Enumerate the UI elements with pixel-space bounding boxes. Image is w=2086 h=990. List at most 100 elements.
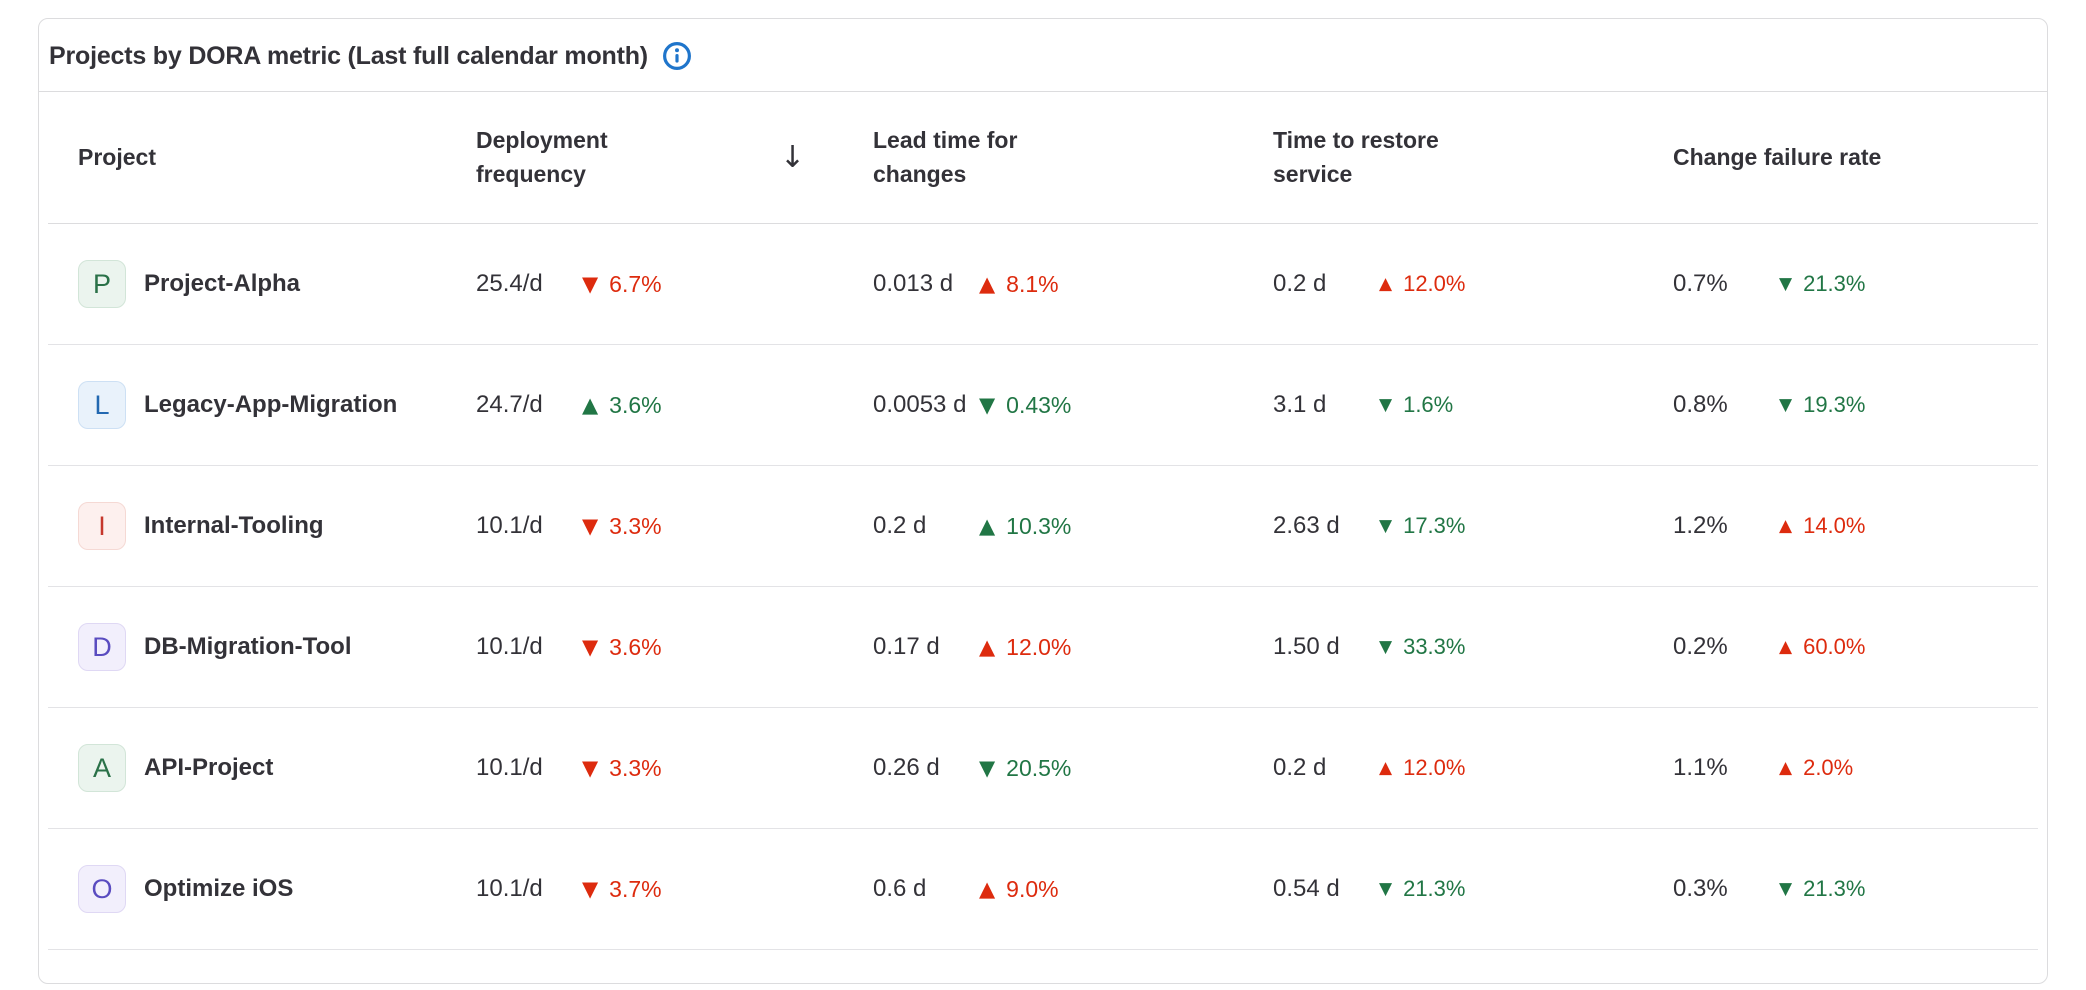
trend-up-icon: ▲ <box>979 271 996 296</box>
column-header-inner: Deployment frequency ↓ <box>476 124 871 191</box>
metric-value: 24.7/d <box>476 391 543 419</box>
metric-delta: ▼ 33.3% <box>1379 634 1465 660</box>
trend-up-icon: ▲ <box>979 634 996 659</box>
metric-value: 10.1/d <box>476 875 543 903</box>
delta-percent: 17.3% <box>1403 513 1466 539</box>
metric-value: 1.50 d <box>1273 633 1340 661</box>
project-name-link[interactable]: API-Project <box>144 754 274 781</box>
metric-delta: ▲ 10.3% <box>979 513 1071 540</box>
column-label: Project <box>78 143 156 170</box>
delta-percent: 21.3% <box>1803 876 1866 902</box>
column-label: Change failure rate <box>1673 143 1882 170</box>
project-row: D DB-Migration-Tool 10.1/d ▼ 3.6% 0.17 d ▲ 12.0… <box>48 586 2038 708</box>
metric-cell: 0.17 d ▲ 12.0% <box>872 586 1272 708</box>
metric-value: 1.2% <box>1673 512 1728 540</box>
project-name-link[interactable]: DB-Migration-Tool <box>144 633 352 660</box>
project-avatar: D <box>78 623 126 671</box>
metric-cell: 25.4/d ▼ 6.7% <box>475 223 872 345</box>
trend-down-icon: ▼ <box>582 271 599 296</box>
project-cell: L Legacy-App-Migration <box>48 344 475 466</box>
column-header-change-failure-rate[interactable]: Change failure rate <box>1672 92 2038 224</box>
trend-up-icon: ▲ <box>979 513 996 538</box>
column-header-inner: Time to restore service <box>1273 124 1671 191</box>
table-wrap: Project Deployment frequency ↓ Lead time for… <box>39 92 2047 950</box>
project-name-link[interactable]: Project-Alpha <box>144 270 301 297</box>
delta-percent: 19.3% <box>1803 392 1866 418</box>
column-label: Time to restore service <box>1273 127 1439 187</box>
trend-up-icon: ▲ <box>582 392 599 417</box>
delta-percent: 3.7% <box>609 875 662 902</box>
metric-value: 0.17 d <box>873 633 940 661</box>
project-row: O Optimize iOS 10.1/d ▼ 3.7% 0.6 d ▲ 9.0% 0.54 d… <box>48 828 2038 950</box>
metric-cell: 0.2 d ▲ 12.0% <box>1272 223 1672 345</box>
project-name-link[interactable]: Internal-Tooling <box>144 512 324 539</box>
metric-value: 0.8% <box>1673 391 1728 419</box>
metric-value: 25.4/d <box>476 270 543 298</box>
metric-cell: 0.8% ▼ 19.3% <box>1672 344 2038 466</box>
metric-cell: 0.6 d ▲ 9.0% <box>872 828 1272 950</box>
trend-down-icon: ▼ <box>582 634 599 659</box>
metric-value: 2.63 d <box>1273 512 1340 540</box>
metric-cell: 3.1 d ▼ 1.6% <box>1272 344 1672 466</box>
project-name-link[interactable]: Legacy-App-Migration <box>144 391 398 418</box>
delta-percent: 12.0% <box>1403 755 1466 781</box>
metric-value: 0.2% <box>1673 633 1728 661</box>
trend-down-icon: ▼ <box>1779 878 1793 899</box>
column-header-project[interactable]: Project <box>48 92 475 224</box>
metric-value: 1.1% <box>1673 754 1728 782</box>
metric-value: 0.013 d <box>873 270 954 298</box>
metric-value: 0.2 d <box>1273 754 1327 782</box>
trend-down-icon: ▼ <box>582 513 599 538</box>
project-row: P Project-Alpha 25.4/d ▼ 6.7% 0.013 d ▲ 8.1% 0.2… <box>48 223 2038 345</box>
metric-value: 0.54 d <box>1273 875 1340 903</box>
metric-delta: ▼ 3.6% <box>582 634 662 661</box>
metric-delta: ▼ 3.3% <box>582 755 662 782</box>
column-header-lead-time-for-changes[interactable]: Lead time for changes <box>872 92 1272 224</box>
metric-value: 0.7% <box>1673 270 1728 298</box>
metric-cell: 0.013 d ▲ 8.1% <box>872 223 1272 345</box>
card-header: Projects by DORA metric (Last full calen… <box>39 19 2047 92</box>
column-header-time-to-restore-service[interactable]: Time to restore service <box>1272 92 1672 224</box>
info-icon[interactable] <box>662 41 692 71</box>
delta-percent: 1.6% <box>1403 392 1454 418</box>
trend-up-icon: ▲ <box>1779 515 1793 536</box>
project-avatar: P <box>78 260 126 308</box>
delta-percent: 8.1% <box>1006 270 1059 297</box>
trend-down-icon: ▼ <box>1379 878 1393 899</box>
column-header-deployment-frequency[interactable]: Deployment frequency ↓ <box>475 92 872 224</box>
metric-delta: ▲ 3.6% <box>582 392 662 419</box>
project-name-link[interactable]: Optimize iOS <box>144 875 294 902</box>
trend-down-icon: ▼ <box>1379 394 1393 415</box>
column-label: Lead time for changes <box>873 127 1018 187</box>
metric-value: 0.2 d <box>1273 270 1327 298</box>
trend-down-icon: ▼ <box>1779 394 1793 415</box>
project-cell: P Project-Alpha <box>48 223 475 345</box>
metric-value: 0.6 d <box>873 875 927 903</box>
delta-percent: 21.3% <box>1803 271 1866 297</box>
metric-value: 0.26 d <box>873 754 940 782</box>
column-header-inner: Lead time for changes <box>873 124 1271 191</box>
metric-cell: 1.1% ▲ 2.0% <box>1672 707 2038 829</box>
metric-delta: ▼ 17.3% <box>1379 513 1465 539</box>
trend-up-icon: ▲ <box>1379 273 1393 294</box>
metric-cell: 1.2% ▲ 14.0% <box>1672 465 2038 587</box>
metric-delta: ▲ 60.0% <box>1779 634 1865 660</box>
project-cell: O Optimize iOS <box>48 828 475 950</box>
metric-cell: 2.63 d ▼ 17.3% <box>1272 465 1672 587</box>
project-cell: A API-Project <box>48 707 475 829</box>
metric-cell: 1.50 d ▼ 33.3% <box>1272 586 1672 708</box>
trend-up-icon: ▲ <box>1779 636 1793 657</box>
dora-metrics-card: Projects by DORA metric (Last full calen… <box>38 18 2048 984</box>
project-avatar: A <box>78 744 126 792</box>
project-cell: I Internal-Tooling <box>48 465 475 587</box>
dora-metrics-table: Project Deployment frequency ↓ Lead time for… <box>48 92 2038 950</box>
metric-cell: 0.3% ▼ 21.3% <box>1672 828 2038 950</box>
delta-percent: 3.3% <box>609 512 662 539</box>
delta-percent: 33.3% <box>1403 634 1466 660</box>
delta-percent: 9.0% <box>1006 875 1059 902</box>
metric-cell: 0.2 d ▲ 12.0% <box>1272 707 1672 829</box>
metric-delta: ▲ 9.0% <box>979 876 1059 903</box>
metric-delta: ▼ 20.5% <box>979 755 1071 782</box>
sort-descending-icon[interactable]: ↓ <box>779 140 805 175</box>
metric-cell: 0.2 d ▲ 10.3% <box>872 465 1272 587</box>
